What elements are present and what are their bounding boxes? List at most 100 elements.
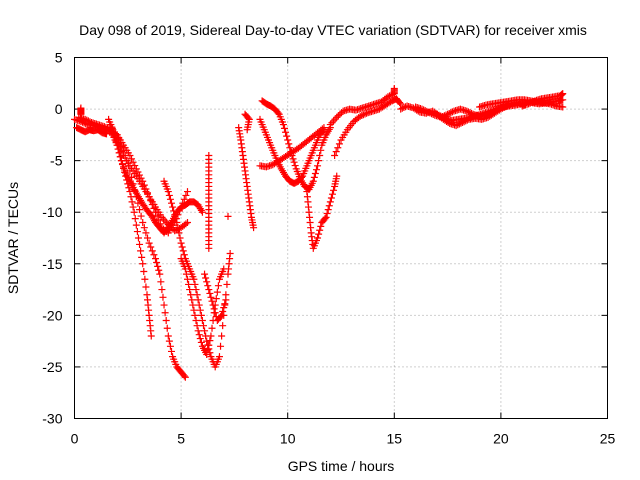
- data-point: [215, 353, 223, 361]
- data-point: [191, 311, 199, 319]
- data-point: [324, 206, 332, 214]
- data-point: [457, 119, 465, 127]
- data-point: [204, 282, 212, 290]
- data-point: [423, 107, 431, 115]
- data-point: [177, 239, 185, 247]
- data-point: [224, 212, 232, 220]
- series-sat-b: [75, 113, 189, 381]
- data-point: [180, 372, 188, 380]
- data-point: [131, 162, 139, 170]
- data-point: [189, 301, 197, 309]
- data-point: [179, 247, 187, 255]
- series-sat-y: [224, 212, 232, 220]
- data-point: [154, 262, 162, 270]
- data-point: [170, 207, 178, 215]
- data-point: [310, 173, 318, 181]
- data-point: [220, 265, 228, 273]
- data-point: [205, 341, 213, 349]
- data-point: [183, 219, 191, 227]
- series-sat-w: [73, 124, 110, 138]
- data-point: [315, 230, 323, 238]
- data-point: [317, 146, 325, 154]
- data-point: [139, 177, 147, 185]
- grid-lines: [74, 57, 608, 419]
- series-sat-x: [77, 104, 85, 118]
- data-point: [212, 295, 220, 303]
- data-point: [316, 226, 324, 234]
- data-point: [155, 266, 163, 274]
- data-point: [83, 116, 91, 124]
- y-tick-label: -30: [42, 411, 62, 427]
- data-point: [156, 220, 164, 228]
- data-point: [147, 243, 155, 251]
- data-point: [165, 337, 173, 345]
- data-point: [334, 144, 342, 152]
- data-point: [326, 121, 334, 129]
- data-point: [164, 188, 172, 196]
- data-point: [168, 347, 176, 355]
- data-point: [152, 208, 160, 216]
- data-point: [498, 104, 506, 112]
- data-point: [466, 109, 474, 117]
- data-point: [134, 168, 142, 176]
- data-point: [182, 191, 190, 199]
- data-point: [160, 301, 168, 309]
- data-point: [107, 121, 115, 129]
- data-point: [328, 119, 336, 127]
- series-sat-o: [331, 95, 405, 159]
- data-point: [148, 200, 156, 208]
- data-point: [444, 110, 452, 118]
- data-point: [274, 109, 282, 117]
- data-point: [102, 130, 110, 138]
- y-tick-label: -10: [42, 204, 62, 220]
- data-point: [204, 346, 212, 354]
- data-point: [219, 322, 227, 330]
- data-point: [172, 215, 180, 223]
- data-point: [86, 118, 94, 126]
- data-point: [183, 188, 191, 196]
- data-point: [191, 280, 199, 288]
- data-point: [398, 104, 406, 112]
- series-sat-p: [326, 84, 398, 129]
- data-point: [460, 118, 468, 126]
- data-point: [396, 99, 404, 107]
- data-point: [525, 100, 533, 108]
- data-point: [221, 300, 229, 308]
- data-point: [194, 296, 202, 304]
- data-points: [71, 84, 567, 381]
- series-sat-c: [105, 115, 206, 237]
- data-point: [334, 112, 342, 120]
- data-point: [448, 108, 456, 116]
- series-sat-g: [177, 255, 228, 359]
- data-point: [250, 224, 258, 232]
- data-point: [192, 317, 200, 325]
- data-point: [131, 215, 139, 223]
- data-point: [207, 332, 215, 340]
- data-point: [181, 373, 189, 381]
- data-point: [182, 220, 190, 228]
- data-point: [333, 113, 341, 121]
- data-point: [164, 332, 172, 340]
- data-point: [445, 109, 453, 117]
- data-point: [129, 158, 137, 166]
- data-point: [358, 112, 366, 120]
- data-point: [462, 117, 470, 125]
- data-point: [208, 324, 216, 332]
- data-point: [201, 270, 209, 278]
- data-point: [222, 296, 230, 304]
- data-point: [136, 171, 144, 179]
- data-point: [361, 110, 369, 118]
- data-point: [314, 234, 322, 242]
- data-point: [243, 126, 251, 134]
- data-point: [203, 351, 211, 359]
- data-point: [318, 125, 326, 133]
- data-point: [155, 216, 163, 224]
- series-sat-z: [241, 110, 253, 134]
- data-point: [168, 199, 176, 207]
- series-sat-e: [113, 131, 191, 237]
- data-point: [158, 286, 166, 294]
- data-point: [139, 219, 147, 227]
- data-point: [145, 193, 153, 201]
- data-point: [199, 322, 207, 330]
